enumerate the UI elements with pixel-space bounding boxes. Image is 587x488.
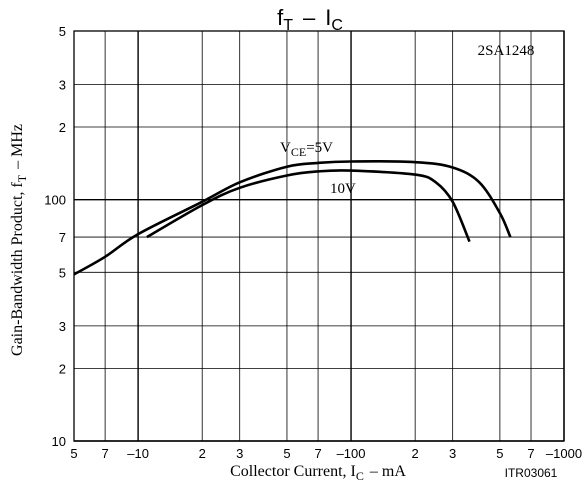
x-tick-label: 5 [496,446,503,461]
x-tick-label: 5 [283,446,290,461]
curves [73,160,512,276]
chart-title: fT – IC [277,5,343,34]
plot-frame [73,30,565,442]
curve-10v [146,169,471,243]
x-tick-label: 7 [102,446,109,461]
x-tick-label: –100 [337,446,366,461]
y-tick-label: 10 [52,434,66,449]
y-tick-label: 5 [59,265,66,280]
y-tick-label: 5 [59,24,66,39]
tick-labels: 5 7 –10 2 3 5 7 –100 2 3 5 7 –1000 10 2 3 5 7 100 2 3 5 [44,24,582,461]
y-tick-label: 2 [59,120,66,135]
x-tick-label: 3 [449,446,456,461]
x-tick-label: 3 [236,446,243,461]
y-tick-label: 3 [59,319,66,334]
series-label-vce5: VCE=5V [280,140,333,159]
y-axis-label: Gain-Bandwidth Product, fT– MHz [9,124,29,356]
series-label-10v: 10V [330,181,356,197]
y-tick-label: 100 [44,193,66,208]
x-tick-label: 5 [70,446,77,461]
y-tick-label: 3 [59,78,66,93]
x-tick-label: –1000 [546,446,582,461]
figure-id: ITR03061 [505,466,558,480]
x-tick-label: 7 [527,446,534,461]
y-tick-label: 7 [59,230,66,245]
x-axis-label: Collector Current, IC – mA [230,463,406,483]
curve-vce-5v [73,160,512,276]
x-tick-label: 2 [412,446,419,461]
part-number: 2SA1248 [478,43,535,59]
y-tick-label: 2 [59,361,66,376]
x-tick-label: –10 [127,446,149,461]
x-tick-label: 2 [199,446,206,461]
x-tick-label: 7 [314,446,321,461]
